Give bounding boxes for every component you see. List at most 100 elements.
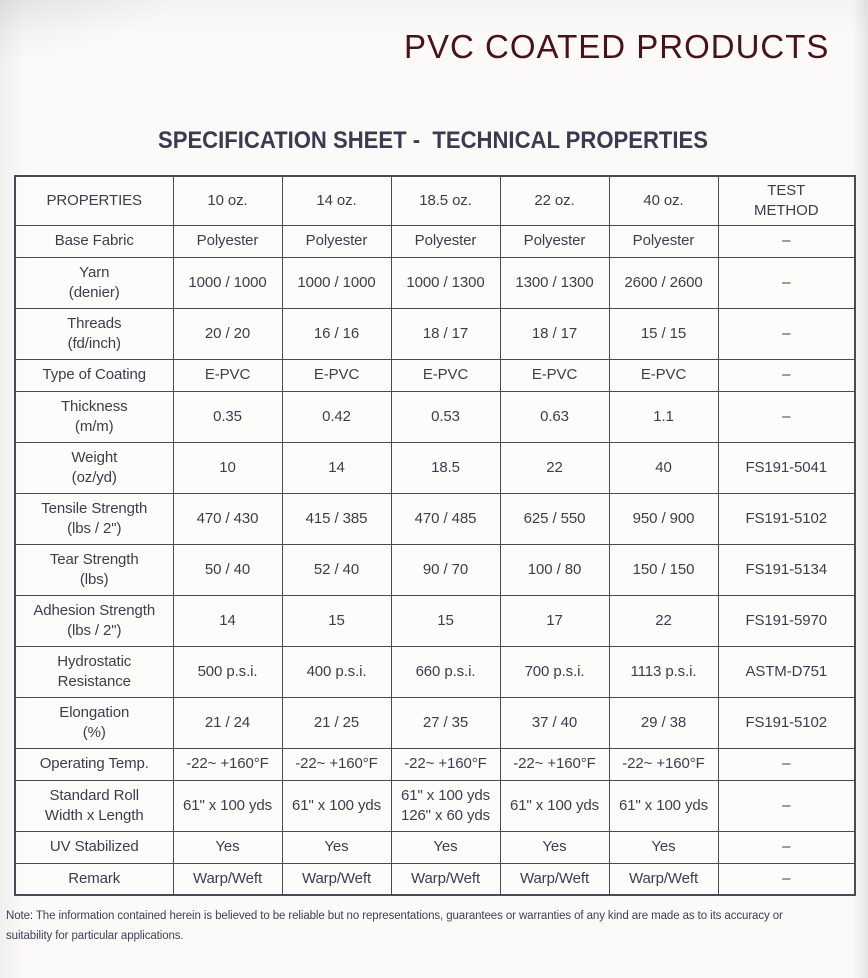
test-method-cell: ASTM-D751 [717,645,856,698]
value-cell: 21 / 24 [172,696,283,749]
column-header-22-oz: 22 oz. [499,175,610,226]
value-cell: 90 / 70 [390,543,501,596]
test-method-cell: – [717,256,856,309]
table-row-hydrostatic: Hydrostatic Resistance 500 p.s.i. 400 p.s.i… [14,645,856,698]
property-cell: Standard Roll Width x Length [14,779,174,832]
value-cell: Warp/Weft [172,862,283,896]
value-cell: Polyester [281,224,392,258]
property-cell: Yarn (denier) [14,256,174,309]
value-cell: Warp/Weft [281,862,392,896]
value-cell: Polyester [172,224,283,258]
value-cell: 22 [608,594,719,647]
value-cell: 1000 / 1300 [390,256,501,309]
value-cell: 625 / 550 [499,492,610,545]
table-row-weight: Weight (oz/yd) 10 14 18.5 22 40 FS191-5041 [14,441,856,494]
value-cell: 1300 / 1300 [499,256,610,309]
value-cell: 0.35 [172,390,283,443]
value-cell: Yes [608,830,719,864]
value-cell: 61" x 100 yds [281,779,392,832]
value-cell: 0.63 [499,390,610,443]
test-method-cell: FS191-5041 [717,441,856,494]
value-cell: Polyester [499,224,610,258]
value-cell: Yes [281,830,392,864]
column-header-test-method: TEST METHOD [717,175,856,226]
value-cell: 61" x 100 yds 126" x 60 yds [390,779,501,832]
value-cell: 14 [281,441,392,494]
property-cell: Hydrostatic Resistance [14,645,174,698]
test-method-cell: FS191-5102 [717,492,856,545]
value-cell: 15 [390,594,501,647]
sheet-subtitle: SPECIFICATION SHEET - TECHNICAL PROPERTI… [158,127,709,154]
value-cell: 100 / 80 [499,543,610,596]
value-cell: 18 / 17 [390,307,501,360]
column-header-14-oz: 14 oz. [281,175,392,226]
spec-table-body: Base Fabric Polyester Polyester Polyester Po… [14,224,856,896]
property-cell: Weight (oz/yd) [14,441,174,494]
property-cell: Elongation (%) [14,696,174,749]
value-cell: 22 [499,441,610,494]
value-cell: 660 p.s.i. [390,645,501,698]
value-cell: -22~ +160°F [281,747,392,781]
table-row-uv-stabilized: UV Stabilized Yes Yes Yes Yes Yes – [14,830,856,864]
value-cell: 61" x 100 yds [172,779,283,832]
value-cell: Polyester [608,224,719,258]
test-method-cell: – [717,224,856,258]
column-header-10-oz: 10 oz. [172,175,283,226]
value-cell: 20 / 20 [172,307,283,360]
property-cell: Thickness (m/m) [14,390,174,443]
value-cell: E-PVC [281,358,392,392]
value-cell: 18 / 17 [499,307,610,360]
value-cell: 61" x 100 yds [499,779,610,832]
test-method-cell: – [717,747,856,781]
value-cell: 415 / 385 [281,492,392,545]
property-cell: Adhesion Strength (lbs / 2") [14,594,174,647]
table-row-operating-temp: Operating Temp. -22~ +160°F -22~ +160°F -22… [14,747,856,781]
value-cell: 17 [499,594,610,647]
value-cell: 50 / 40 [172,543,283,596]
test-method-cell: FS191-5102 [717,696,856,749]
property-cell: Tensile Strength (lbs / 2") [14,492,174,545]
table-row-thickness: Thickness (m/m) 0.35 0.42 0.53 0.63 1.1– [14,390,856,443]
spec-table-head: PROPERTIES 10 oz. 14 oz. 18.5 oz. 22 oz. 40 o… [14,175,856,226]
table-row-yarn: Yarn (denier) 1000 / 1000 1000 / 1000 1000 /… [14,256,856,309]
value-cell: Warp/Weft [499,862,610,896]
value-cell: Warp/Weft [390,862,501,896]
value-cell: 18.5 [390,441,501,494]
table-row-threads: Threads (fd/inch) 20 / 20 16 / 16 18 / 17 18 … [14,307,856,360]
value-cell: 150 / 150 [608,543,719,596]
value-cell: 1113 p.s.i. [608,645,719,698]
value-cell: 40 [608,441,719,494]
value-cell: 15 / 15 [608,307,719,360]
value-cell: 500 p.s.i. [172,645,283,698]
table-row-tensile-strength: Tensile Strength (lbs / 2") 470 / 430 415 /… [14,492,856,545]
table-row-tear-strength: Tear Strength (lbs) 50 / 40 52 / 40 90 / 70 1… [14,543,856,596]
table-row-remark: Remark Warp/Weft Warp/Weft Warp/Weft Warp/We… [14,862,856,896]
value-cell: E-PVC [608,358,719,392]
value-cell: -22~ +160°F [390,747,501,781]
value-cell: 14 [172,594,283,647]
test-method-cell: FS191-5134 [717,543,856,596]
value-cell: E-PVC [390,358,501,392]
spec-table: PROPERTIES 10 oz. 14 oz. 18.5 oz. 22 oz. 40 o… [14,175,856,896]
value-cell: 61" x 100 yds [608,779,719,832]
test-method-cell: – [717,307,856,360]
property-cell: Base Fabric [14,224,174,258]
property-cell: Tear Strength (lbs) [14,543,174,596]
property-cell: Operating Temp. [14,747,174,781]
value-cell: 470 / 430 [172,492,283,545]
value-cell: E-PVC [499,358,610,392]
page-title: PVC COATED PRODUCTS [404,28,830,65]
value-cell: Warp/Weft [608,862,719,896]
property-cell: Remark [14,862,174,896]
property-cell: UV Stabilized [14,830,174,864]
value-cell: 10 [172,441,283,494]
value-cell: Yes [390,830,501,864]
value-cell: 2600 / 2600 [608,256,719,309]
table-row-adhesion-strength: Adhesion Strength (lbs / 2") 14 15 15 17 22 FS1… [14,594,856,647]
value-cell: -22~ +160°F [172,747,283,781]
disclaimer-note: Note: The information contained herein i… [6,910,783,943]
test-method-cell: – [717,390,856,443]
table-row-standard-roll: Standard Roll Width x Length 61" x 100 yds… [14,779,856,832]
value-cell: 16 / 16 [281,307,392,360]
test-method-cell: – [717,779,856,832]
